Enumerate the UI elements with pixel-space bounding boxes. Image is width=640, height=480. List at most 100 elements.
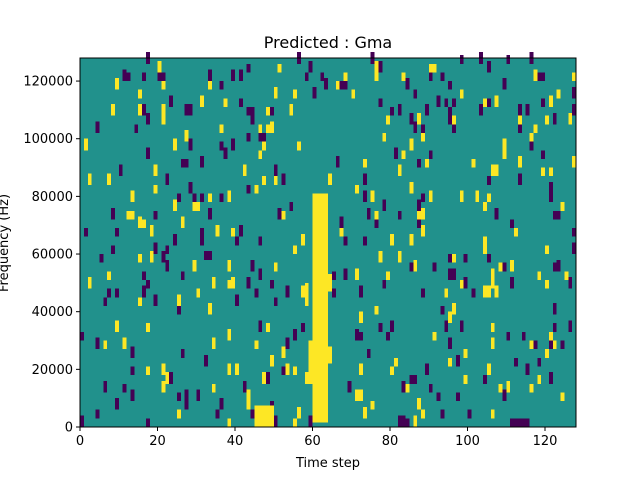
high-cell [537,271,542,280]
low-cell [401,380,406,393]
low-cell [417,219,421,229]
low-cell [397,415,402,427]
low-cell [145,418,150,427]
high-cell [114,320,119,332]
low-cell [386,331,390,341]
high-cell [355,184,359,194]
high-cell [548,95,553,108]
high-cell [351,89,356,99]
low-cell [362,190,367,203]
low-cell [130,389,135,402]
low-cell [95,337,100,350]
high-cell [448,311,452,324]
high-region [328,274,332,292]
low-cell [440,409,445,419]
low-cell [401,415,406,427]
high-cell [409,138,414,151]
high-cell [138,104,142,116]
high-cell [227,279,232,289]
low-cell [572,86,576,99]
low-cell [448,337,452,350]
high-cell [285,363,290,376]
high-cell [393,357,398,367]
y-tick-label: 100000 [23,132,73,147]
high-cell [494,285,499,298]
low-cell [184,104,189,116]
high-cell [397,164,402,177]
low-region [409,375,418,384]
high-cell [355,268,359,280]
high-cell [498,383,503,393]
high-cell [390,366,394,376]
low-cell [552,323,557,332]
low-cell [111,245,115,255]
x-tick-label: 120 [533,434,558,449]
high-cell [293,418,297,427]
y-tick-label: 0 [65,421,73,436]
high-cell [560,202,565,211]
low-cell [258,268,263,280]
high-cell [297,406,301,419]
high-cell [529,383,534,393]
low-cell [428,383,433,393]
low-cell [409,262,414,272]
low-cell [281,366,286,376]
high-cell [281,210,286,220]
low-cell [405,78,410,90]
x-tick-label: 60 [304,434,321,449]
low-cell [145,147,150,159]
high-cell [490,337,495,350]
high-cell [138,254,142,263]
high-cell [541,167,545,177]
high-cell [486,363,491,376]
y-axis-label: Frequency (Hz) [0,194,12,292]
low-cell [525,104,530,116]
high-cell [273,176,278,185]
high-cell [529,340,534,350]
high-cell [145,323,150,332]
y-tick-label: 80000 [32,190,73,205]
y-tick-label: 20000 [32,363,73,378]
chart-title: Predicted : Gma [264,33,392,52]
low-cell [246,107,251,116]
high-cell [502,147,507,159]
low-cell [343,268,348,280]
low-cell [537,357,542,367]
low-cell [180,158,185,168]
low-cell [502,78,507,90]
high-cell [529,132,534,142]
low-cell [250,107,255,116]
low-cell [436,95,441,108]
high-cell [87,173,92,185]
low-cell [184,158,189,168]
low-cell [246,277,251,289]
low-cell [258,236,263,246]
high-cell [227,328,232,341]
low-cell [180,349,185,358]
high-cell [161,78,166,90]
low-cell [537,72,542,82]
high-cell [568,112,573,125]
low-cell [254,288,259,298]
high-cell [374,210,379,220]
low-cell [413,89,418,99]
low-cell [428,150,433,159]
high-cell [417,210,421,220]
high-cell [258,150,263,159]
high-cell [211,383,216,393]
high-cell [246,398,251,410]
high-cell [200,95,204,108]
x-tick-label: 0 [76,434,84,449]
low-cell [486,60,491,73]
low-cell [308,60,313,73]
high-cell [533,69,538,82]
high-cell [483,285,487,298]
low-cell [176,193,181,203]
high-cell [452,254,456,263]
low-cell [114,398,119,410]
low-cell [541,72,545,82]
low-cell [99,254,104,263]
low-cell [157,72,162,82]
low-cell [238,69,243,82]
high-cell [87,277,92,289]
